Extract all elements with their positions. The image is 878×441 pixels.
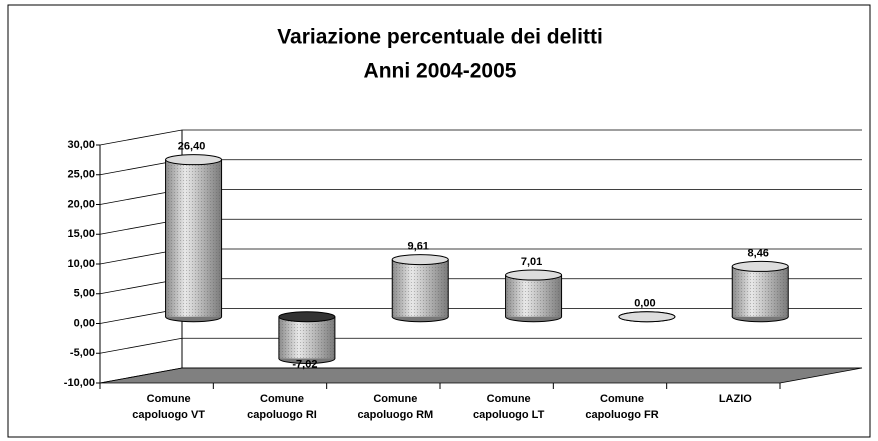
y-tick-label: 15,00	[67, 228, 95, 240]
value-label: 26,40	[178, 141, 206, 153]
y-tick-label: -10,00	[64, 377, 95, 389]
x-tick-label: Comune capoluogo RI	[247, 393, 317, 421]
y-tick-label: -5,00	[70, 347, 95, 359]
value-label: 8,46	[748, 247, 769, 259]
value-label: 7,01	[521, 256, 542, 268]
value-label: 0,00	[634, 298, 655, 310]
cylinder-top	[731, 260, 789, 272]
chart-subtitle: Anni 2004-2005	[364, 60, 517, 83]
x-tick-label: Comune capoluogo FR	[585, 393, 659, 421]
cylinder-texture	[732, 266, 789, 317]
cylinder-top	[618, 311, 676, 323]
x-tick-label: Comune capoluogo LT	[473, 393, 545, 421]
grid-line	[99, 337, 862, 354]
chart-title: Variazione percentuale dei delitti	[277, 26, 603, 49]
chart-border	[7, 4, 871, 438]
cylinder-top	[391, 254, 449, 266]
y-tick-label: 30,00	[67, 139, 95, 151]
floor	[99, 367, 863, 384]
y-tick-label: 20,00	[67, 198, 95, 210]
x-tick-label: LAZIO	[718, 393, 752, 405]
cylinder-texture	[278, 316, 335, 359]
grid-line	[99, 367, 862, 384]
value-label: 9,61	[408, 240, 429, 252]
cylinder-texture	[392, 259, 449, 317]
y-tick-label: 10,00	[67, 258, 95, 270]
value-label: -7,02	[292, 358, 317, 370]
cylinder-top	[505, 269, 563, 281]
cylinder-top	[165, 154, 223, 166]
x-tick-label: Comune capoluogo VT	[132, 393, 206, 421]
x-tick-label: Comune capoluogo RM	[357, 393, 434, 421]
grid-line	[99, 129, 862, 146]
y-tick-label: 5,00	[74, 288, 95, 300]
y-tick-label: 0,00	[74, 317, 95, 329]
cylinder-texture	[165, 159, 222, 317]
y-tick-label: 25,00	[67, 169, 95, 181]
cylinder-top	[278, 311, 336, 323]
cylinder-texture	[505, 275, 562, 317]
